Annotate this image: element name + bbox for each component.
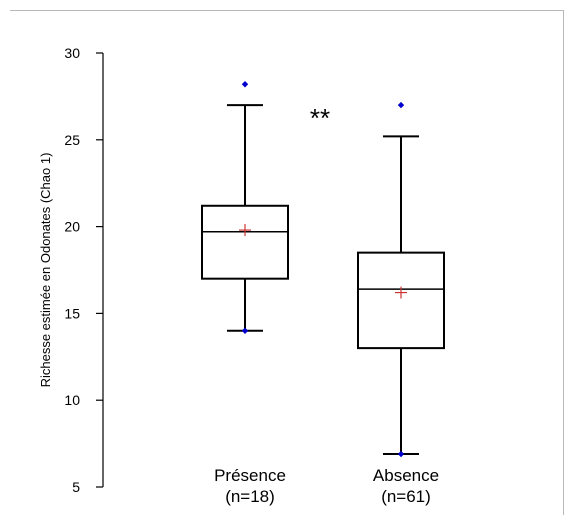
outlier-point — [241, 81, 249, 88]
outlier-point — [397, 450, 405, 458]
category-label: Présence — [214, 466, 286, 485]
y-tick-label: 15 — [64, 305, 80, 321]
significance-annotation: ** — [310, 103, 330, 133]
y-tick-label: 10 — [64, 392, 80, 408]
iqr-box — [357, 251, 445, 350]
box-group — [357, 101, 445, 458]
y-tick-label: 20 — [64, 219, 80, 235]
category-label: Absence — [373, 466, 439, 485]
y-tick-label: 25 — [64, 132, 80, 148]
outlier-point — [397, 101, 405, 109]
category-count-label: (n=18) — [225, 487, 275, 506]
y-axis: 5 10 15 20 25 30 — [64, 45, 104, 495]
mean-marker — [239, 224, 251, 237]
mean-marker — [395, 286, 407, 299]
y-tick-label: 5 — [72, 479, 80, 495]
y-tick-label: 30 — [64, 45, 80, 61]
chart-frame — [10, 10, 564, 515]
outlier-point — [241, 327, 249, 334]
iqr-box — [201, 204, 289, 280]
category-count-label: (n=61) — [381, 487, 431, 506]
y-axis-title: Richesse estimée en Odonates (Chao 1) — [38, 153, 53, 388]
box-group — [201, 81, 289, 334]
category-labels: Présence (n=18) Absence (n=61) — [214, 466, 439, 506]
boxes — [201, 81, 445, 458]
